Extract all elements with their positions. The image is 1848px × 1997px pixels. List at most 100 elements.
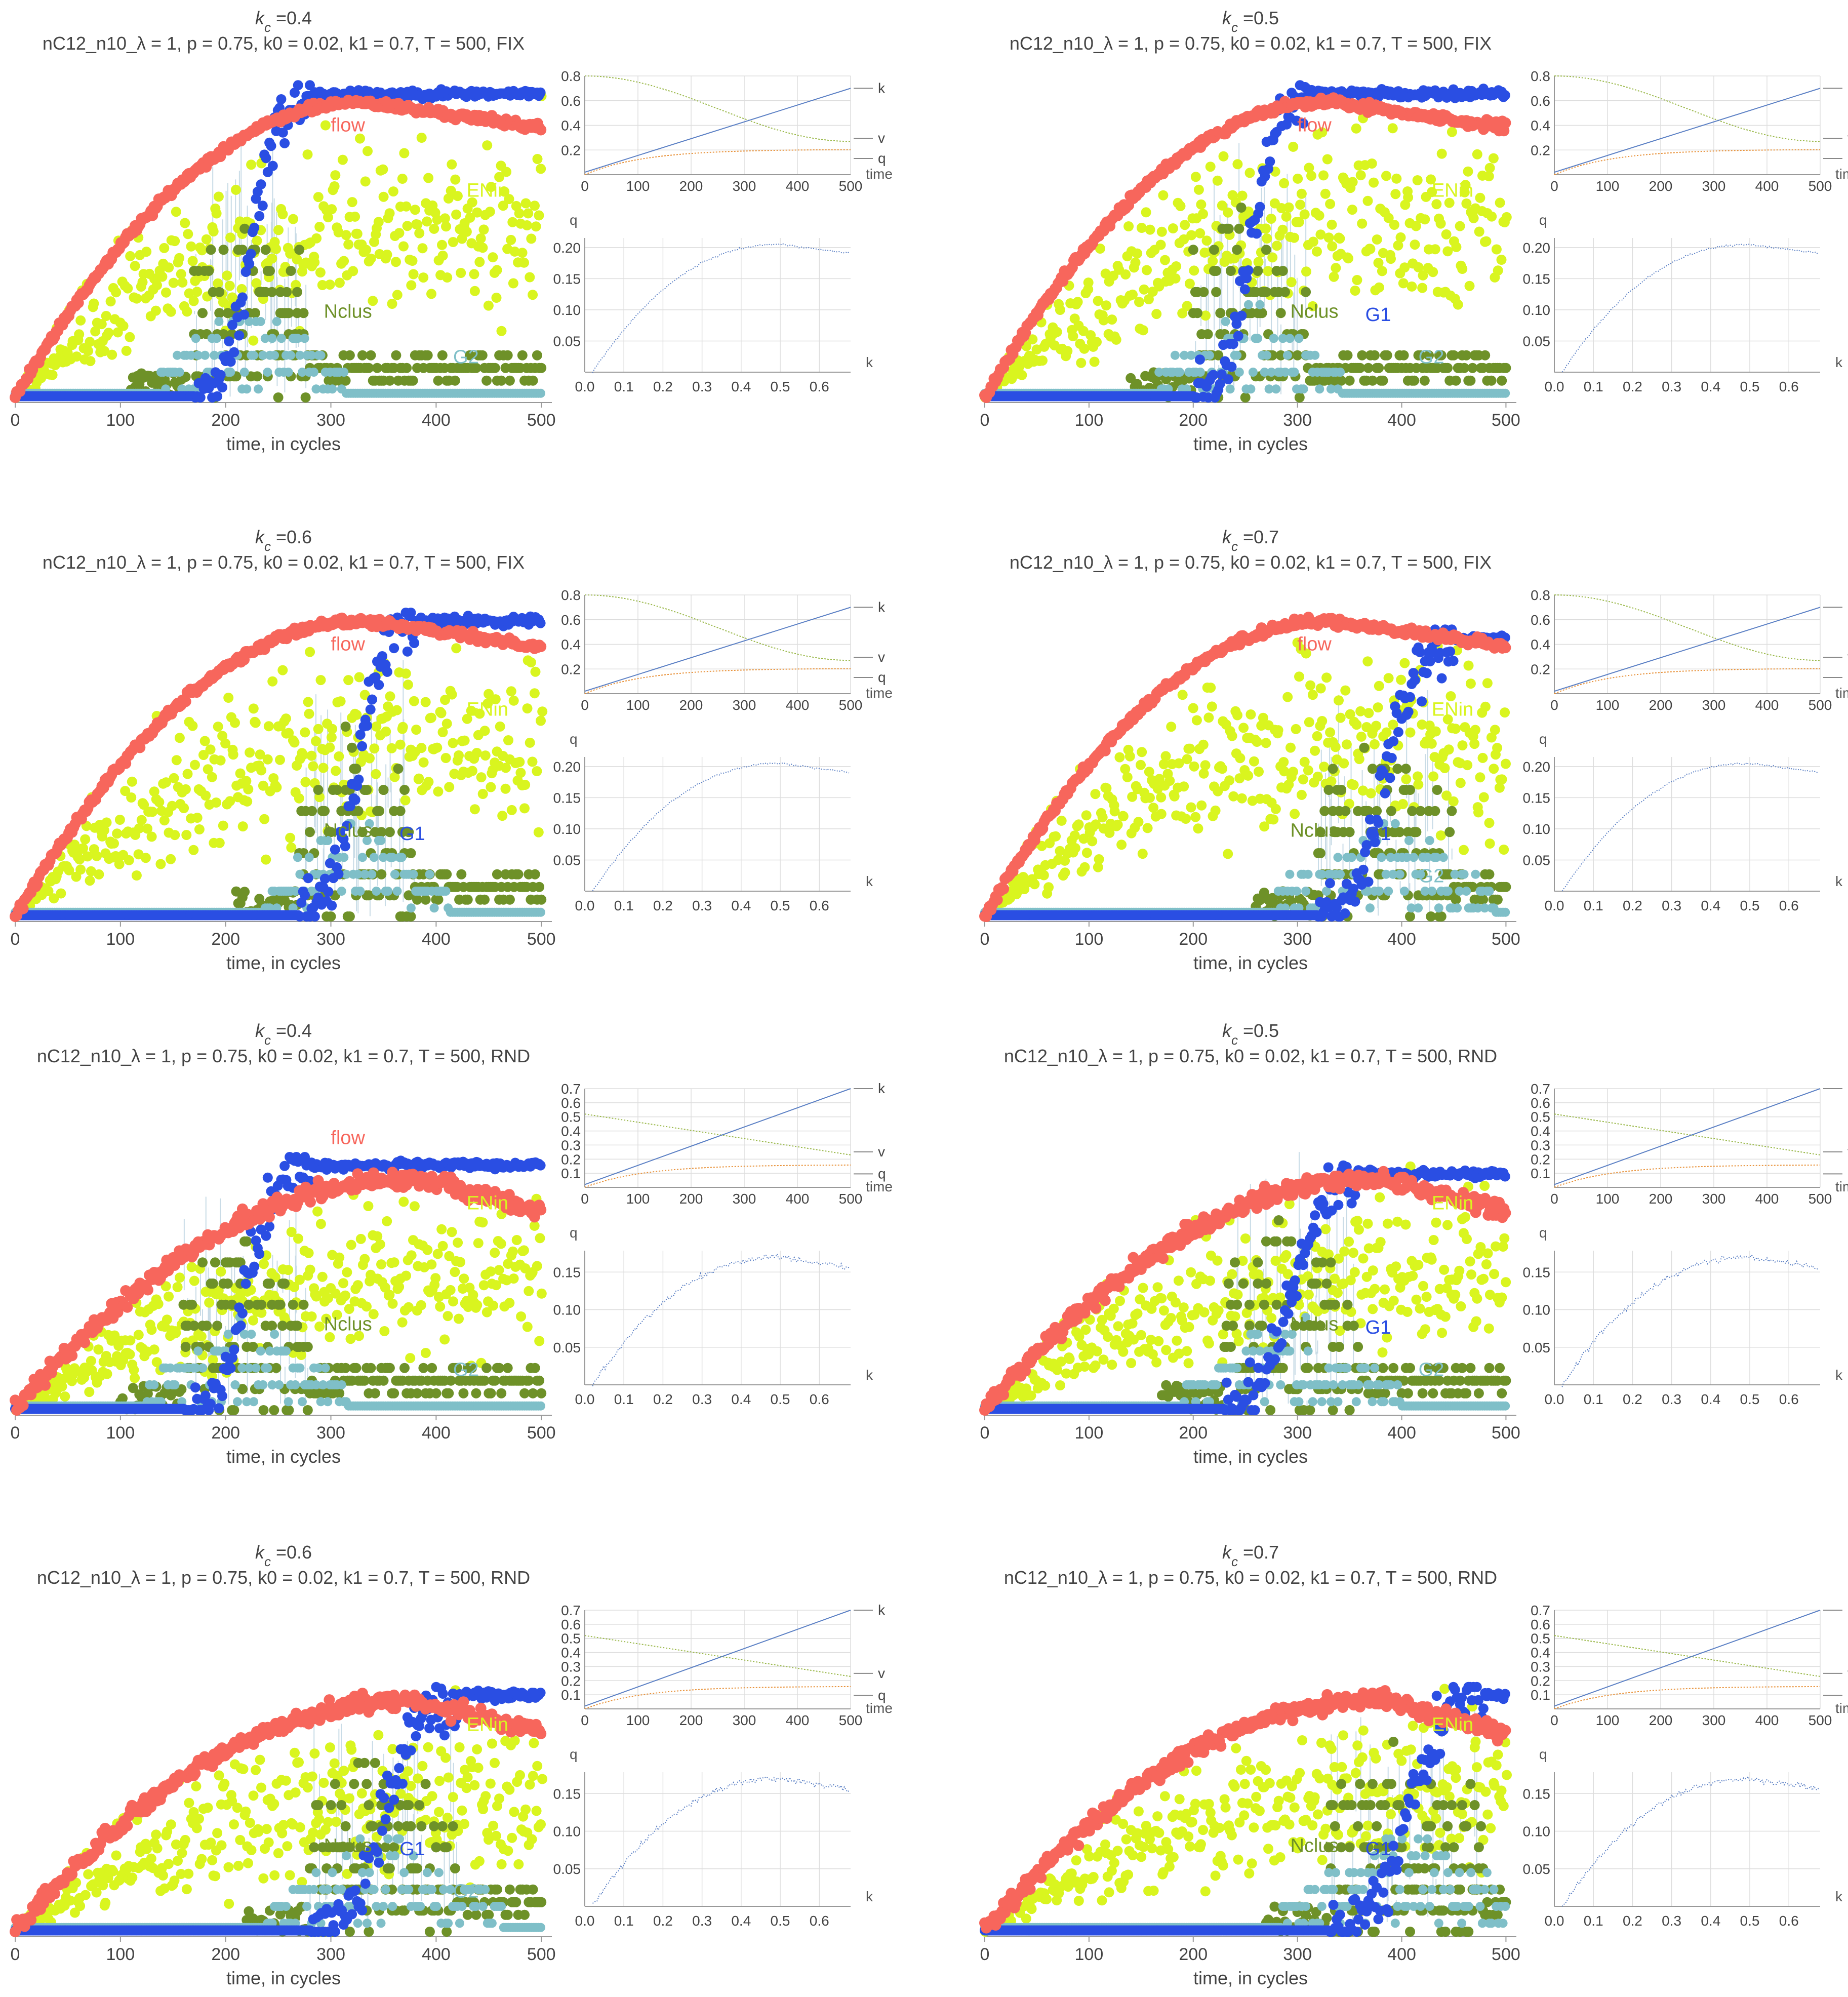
k-axis-label: k (866, 873, 873, 889)
enin-point (1442, 246, 1453, 257)
nclus-point (477, 350, 488, 361)
nclus-point (237, 245, 248, 255)
g1-point (300, 890, 310, 900)
enin-point (289, 737, 300, 748)
enin-point (1277, 224, 1288, 235)
enin-point (506, 234, 516, 245)
nclus-point (437, 350, 448, 361)
enin-point (243, 784, 254, 794)
enin-point (1037, 355, 1048, 366)
g1-point (266, 141, 276, 151)
enin-point (477, 789, 488, 799)
enin-point (126, 792, 137, 803)
g1-point (1194, 354, 1205, 365)
g2-point (367, 869, 377, 879)
enin-point (1186, 802, 1196, 813)
nclus-point (366, 350, 376, 361)
enin-point (536, 715, 546, 726)
nclus-point (1257, 308, 1267, 318)
enin-point (250, 717, 261, 728)
enin-point (176, 269, 186, 279)
nclus-point (218, 245, 229, 255)
k-tick-label: 0.1 (614, 898, 634, 913)
g1-point (382, 666, 392, 677)
enin-point (467, 197, 477, 208)
enin-point (318, 763, 329, 773)
enin-point (1487, 211, 1497, 222)
nclus-point (1409, 375, 1420, 386)
nclus-point (307, 806, 317, 816)
q-axis-label: q (1539, 212, 1547, 228)
q-tick-label: 0.05 (1523, 333, 1551, 349)
enin-point (1137, 849, 1148, 859)
enin-point (1441, 229, 1452, 239)
enin-point (1455, 221, 1465, 231)
enin-point (194, 824, 205, 834)
enin-point (343, 675, 354, 686)
nclus-point (1261, 245, 1271, 255)
enin-point (496, 326, 507, 336)
g2-point (249, 350, 258, 360)
enin-point (1447, 127, 1457, 137)
enin-point (313, 724, 324, 734)
k-tick-label: 0.5 (1740, 379, 1760, 394)
enin-point (1170, 273, 1181, 284)
g2-point (339, 853, 349, 862)
enin-point (1315, 683, 1326, 694)
enin-point (1261, 223, 1271, 234)
enin-point (401, 201, 412, 212)
nclus-point (218, 329, 229, 339)
enin-point (1386, 254, 1396, 264)
enin-point (320, 120, 331, 131)
enin-point (1168, 223, 1178, 233)
x-tick-label: 400 (422, 411, 451, 430)
enin-point (1281, 211, 1292, 222)
panel-kc-title: kc =0.4 (255, 8, 312, 35)
nclus-point (1211, 287, 1222, 297)
enin-point (1457, 264, 1468, 274)
enin-point (1357, 218, 1368, 229)
enin-point (1145, 224, 1155, 235)
enin-point (1124, 751, 1135, 762)
g2-point (212, 334, 221, 343)
g1-point (303, 873, 313, 884)
enin-point (75, 864, 86, 875)
enin-point (451, 209, 462, 220)
enin-point (1092, 337, 1102, 347)
enin-point (1410, 239, 1420, 250)
enin-point (1156, 226, 1167, 237)
enin-point (121, 345, 132, 356)
g2-point (1175, 368, 1184, 377)
q-tick-label: 0.10 (553, 302, 581, 318)
enin-point (381, 726, 391, 737)
enin-point (124, 855, 134, 865)
enin-point (1289, 232, 1300, 243)
enin-point (485, 207, 495, 217)
enin-point (515, 768, 526, 778)
enin-point (213, 278, 223, 289)
q-series-line (584, 668, 851, 694)
enin-point (1235, 753, 1246, 764)
q-tick-label: 0.20 (553, 240, 581, 256)
nclus-point (462, 894, 473, 905)
g2-point (300, 334, 309, 343)
enin-point (1175, 201, 1186, 211)
enin-point (1254, 767, 1264, 777)
enin-point (429, 223, 439, 234)
series-end-label-k: k (878, 80, 886, 96)
nclus-point (422, 350, 433, 361)
g2-point (1255, 300, 1265, 309)
enin-point (508, 695, 519, 706)
enin-point (1094, 854, 1104, 864)
enin-point (127, 776, 137, 787)
nclus-point (214, 287, 225, 297)
enin-point (1169, 791, 1180, 802)
enin-point (1205, 162, 1216, 172)
enin-point (137, 277, 148, 288)
enin-point (300, 727, 310, 738)
nclus-point (481, 375, 492, 386)
enin-point (330, 170, 341, 181)
enin-point (130, 261, 140, 271)
enin-point (1081, 848, 1092, 858)
